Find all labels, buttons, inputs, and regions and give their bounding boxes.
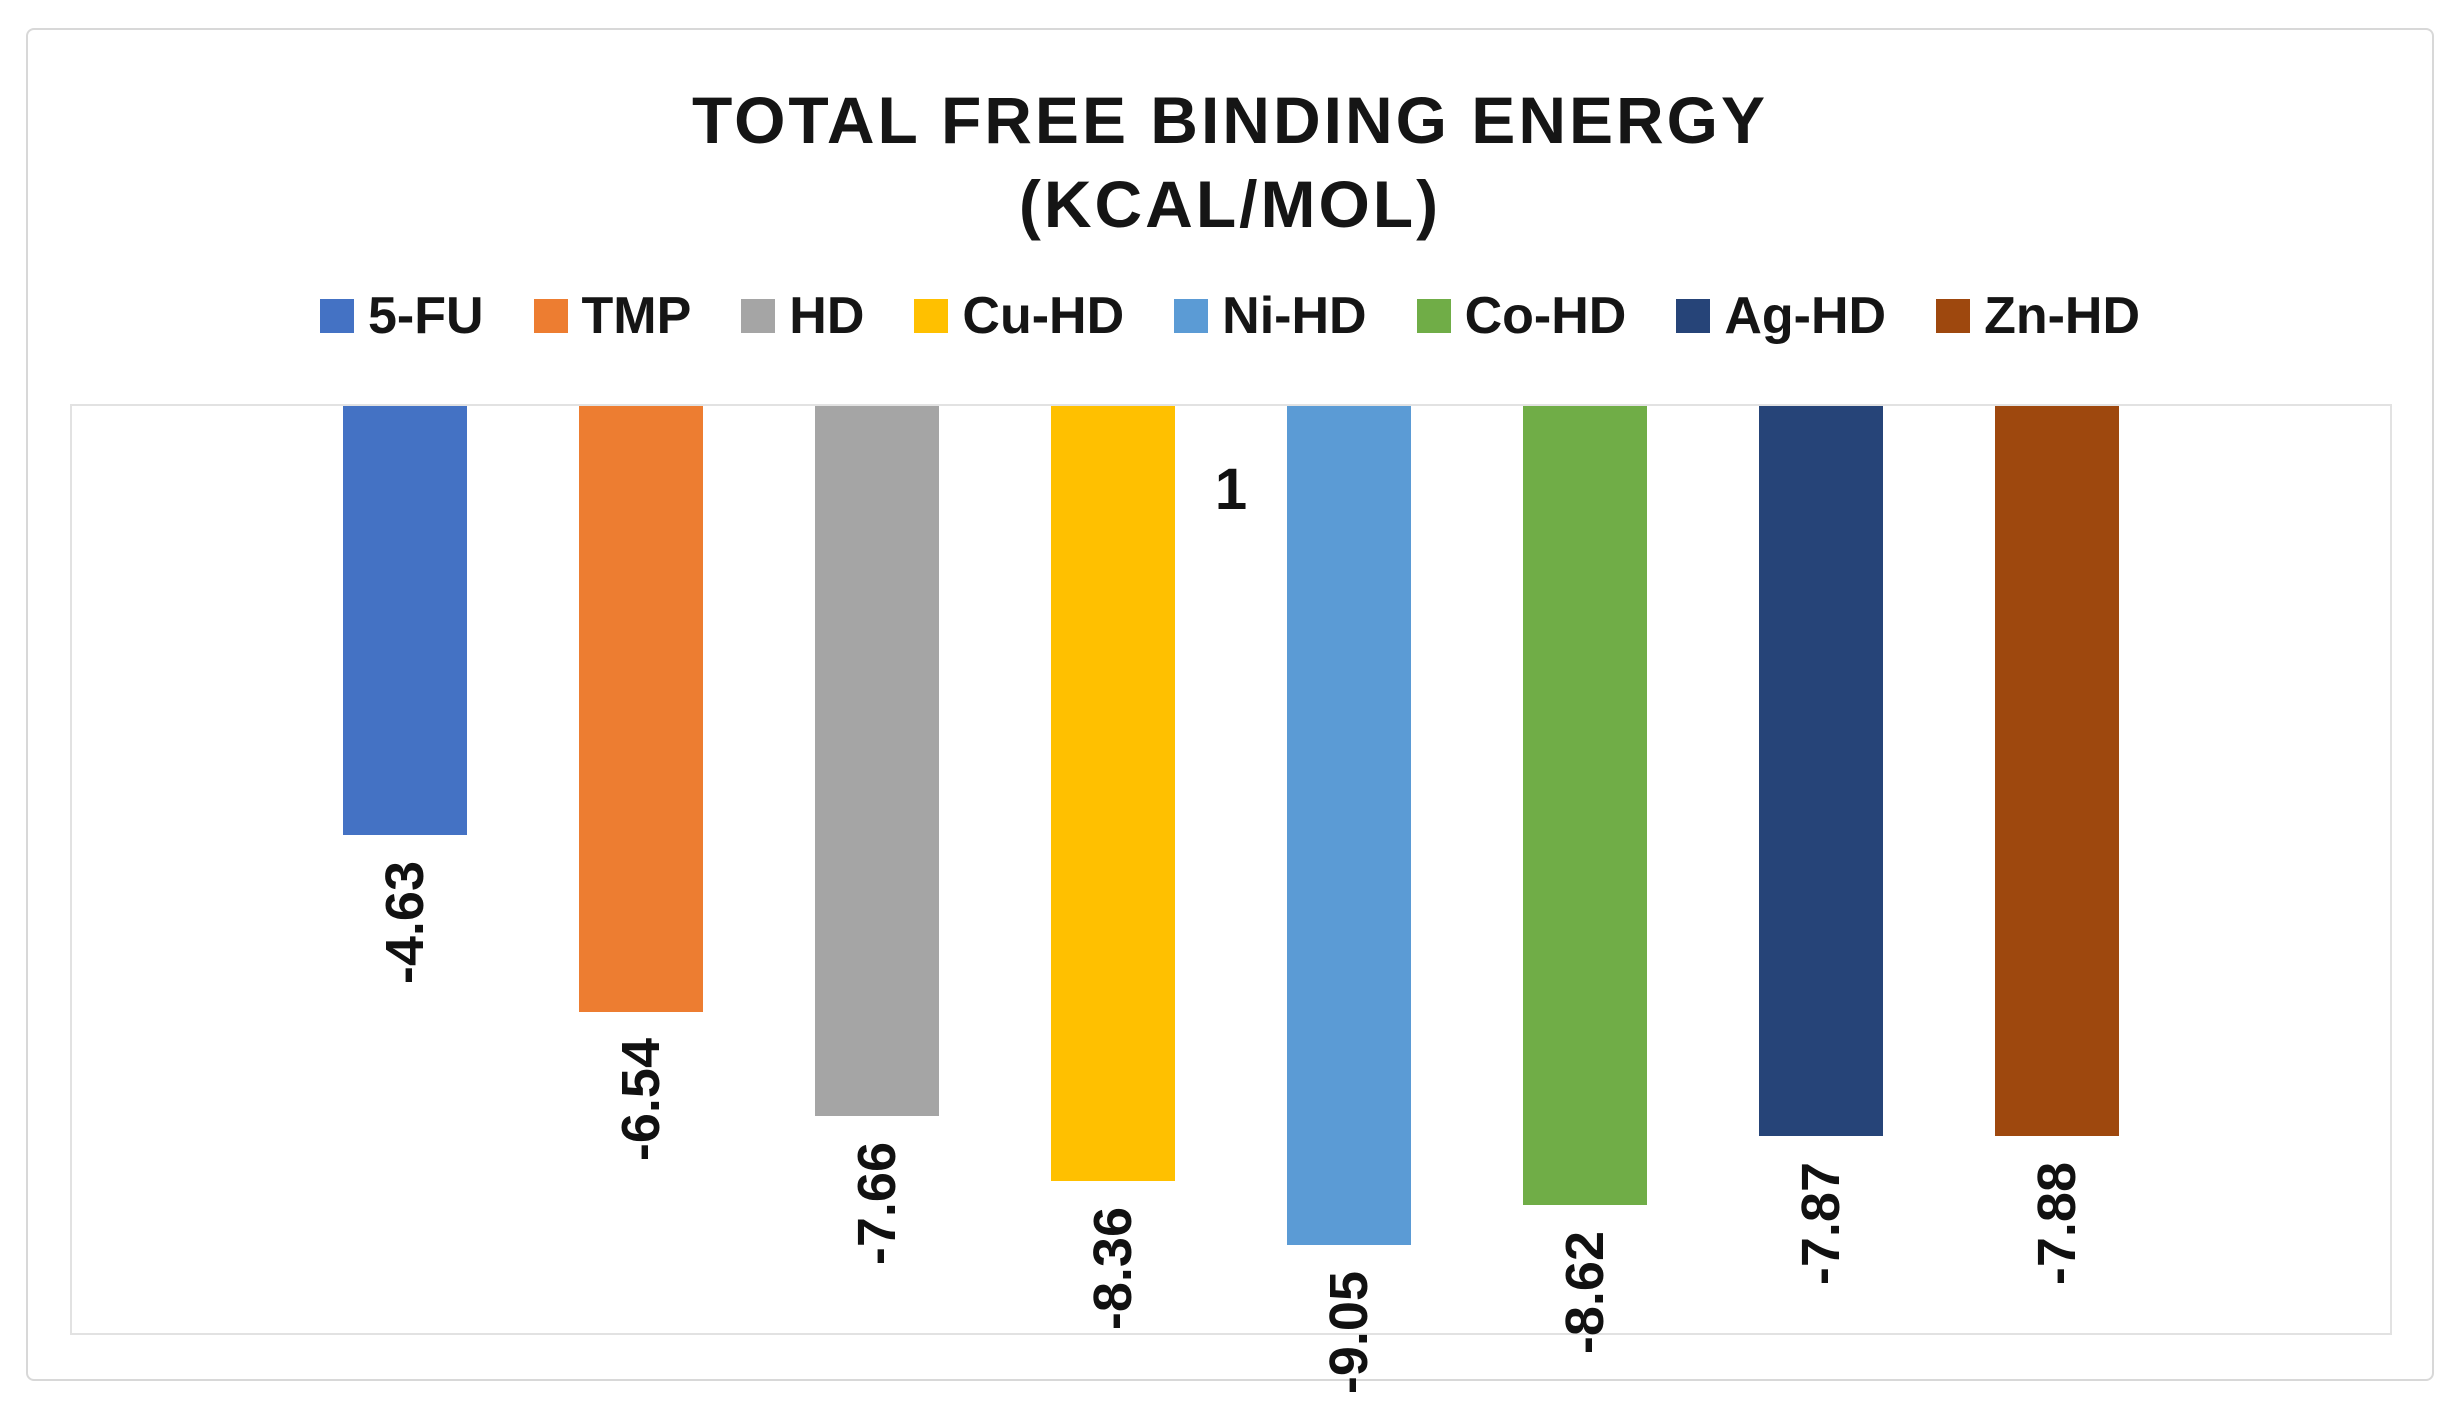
bar-value-label: -8.62 [1555,1231,1615,1355]
legend-label: TMP [581,287,692,345]
chart-area: TOTAL FREE BINDING ENERGY (KCAL/MOL) 5-F… [26,28,2434,1394]
category-axis-label: 1 [1214,457,1248,522]
bar-col-zn-hd: -7.88 [1995,406,2119,1333]
legend-swatch-cu-hd [914,299,949,333]
bar-ag-hd [1759,406,1883,1136]
legend-swatch-zn-hd [1936,299,1971,333]
bar-col-cu-hd: -8.36 [1051,406,1175,1333]
legend: 5-FU TMP HD Cu-HD Ni-HD Co-HD Ag-HD Zn-HD [28,286,2432,346]
bar-value-label: -8.36 [1083,1206,1143,1331]
bar-value-label: -9.05 [1319,1270,1379,1395]
bar-value-label: -7.88 [2027,1162,2087,1286]
legend-item-hd: HD [741,286,864,346]
legend-item-zn-hd: Zn-HD [1936,286,2140,346]
bar-col-5-fu: -4.63 [343,406,467,1333]
bars-row: -4.63 -6.54 -7.66 -8.36 -9.05 -8.62 -7.87 -7.88 [72,406,2390,1394]
bar-hd [815,406,939,1117]
bar-value-label: -7.66 [847,1142,907,1266]
chart-title-line-2: (KCAL/MOL) [1018,167,1442,241]
legend-item-5-fu: 5-FU [319,286,484,346]
bar-value-label: -4.63 [375,861,435,985]
legend-item-ni-hd: Ni-HD [1174,286,1367,346]
legend-swatch-tmp [533,299,568,333]
bar-cu-hd [1051,406,1175,1181]
bar-col-co-hd: -8.62 [1523,406,1647,1354]
legend-item-tmp: TMP [533,286,692,346]
chart-title: TOTAL FREE BINDING ENERGY (KCAL/MOL) [28,78,2432,246]
bar-col-tmp: -6.54 [579,406,703,1333]
legend-item-co-hd: Co-HD [1416,286,1627,346]
legend-label: Ni-HD [1222,287,1367,345]
legend-label: Co-HD [1464,287,1627,345]
legend-label: Cu-HD [962,287,1125,345]
plot-area: -4.63 -6.54 -7.66 -8.36 -9.05 -8.62 -7.87 -7.88… [70,404,2392,1394]
legend-label: HD [789,287,865,345]
legend-swatch-5-fu [319,299,354,333]
bar-value-label: -6.54 [611,1038,671,1162]
bar-5-fu [343,406,467,836]
legend-swatch-ni-hd [1174,299,1209,333]
legend-label: Ag-HD [1724,287,1887,345]
bar-tmp [579,406,703,1013]
bar-zn-hd [1995,406,2119,1137]
legend-swatch-co-hd [1416,299,1451,333]
bar-col-ni-hd: -9.05 [1287,406,1411,1394]
legend-label: Zn-HD [1984,287,2141,345]
legend-item-ag-hd: Ag-HD [1676,286,1886,346]
chart-title-line-1: TOTAL FREE BINDING ENERGY [691,83,1769,157]
legend-label: 5-FU [367,287,484,345]
bar-co-hd [1523,406,1647,1206]
legend-swatch-ag-hd [1676,299,1711,333]
bar-ni-hd [1287,406,1411,1245]
bar-col-ag-hd: -7.87 [1759,406,1883,1333]
legend-swatch-hd [741,299,776,333]
bar-col-hd: -7.66 [815,406,939,1333]
legend-item-cu-hd: Cu-HD [914,286,1124,346]
bar-value-label: -7.87 [1791,1161,1851,1285]
